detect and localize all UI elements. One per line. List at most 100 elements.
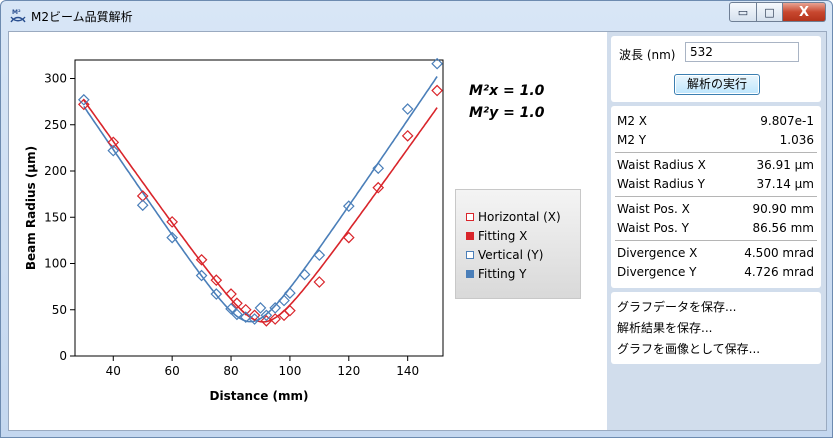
result-divergence-y: Divergence Y 4.726 mrad: [617, 265, 814, 279]
wavelength-input[interactable]: [685, 42, 799, 62]
data-point: [239, 311, 252, 323]
data-point: [284, 287, 296, 299]
data-point: [166, 216, 179, 228]
result-value: 1.036: [779, 133, 814, 147]
y-axis-label: Beam Radius (μm): [24, 146, 38, 270]
data-point: [313, 276, 326, 288]
result-name: Waist Radius X: [617, 158, 706, 172]
result-divergence-x: Divergence X 4.500 mrad: [617, 246, 814, 260]
result-name: Waist Pos. Y: [617, 221, 689, 235]
data-point: [239, 303, 252, 316]
data-point: [225, 302, 237, 315]
data-point: [260, 309, 273, 322]
minimize-button[interactable]: ▭: [729, 2, 757, 22]
maximize-button[interactable]: □: [757, 2, 783, 22]
plot-frame: [74, 59, 444, 357]
result-waist-pos-y: Waist Pos. Y 86.56 mm: [617, 221, 814, 235]
y-tick-label: 200: [44, 164, 67, 178]
close-button[interactable]: X: [783, 2, 826, 22]
results-divider: [615, 152, 817, 153]
x-tick-label: 60: [165, 364, 180, 378]
result-name: Divergence Y: [617, 265, 697, 279]
data-point: [284, 304, 296, 317]
y-tick-label: 0: [59, 349, 67, 363]
client-area: 0 50 100 150 200 250 300 40 60 80 100 120 140 Distanc…: [8, 31, 827, 431]
result-name: M2 X: [617, 114, 648, 128]
result-name: M2 Y: [617, 133, 647, 147]
m2-summary: M²x = 1.0 M²y = 1.0: [469, 80, 544, 124]
data-point: [136, 199, 149, 212]
result-value: 9.807e-1: [760, 114, 814, 128]
title-bar[interactable]: M² M2ビーム品質解析 ▭ □ X: [1, 1, 832, 31]
minimize-icon: ▭: [737, 5, 749, 19]
legend-label: Horizontal (X): [478, 210, 561, 224]
result-value: 37.14 μm: [756, 177, 815, 191]
save-graph-data-link[interactable]: グラフデータを保存...: [617, 300, 737, 314]
results-divider: [615, 240, 817, 241]
legend-swatch: [466, 213, 474, 221]
data-point: [107, 136, 120, 149]
result-value: 4.500 mrad: [744, 246, 814, 260]
data-point: [254, 302, 267, 314]
data-point: [342, 231, 355, 244]
result-name: Waist Radius Y: [617, 177, 705, 191]
actions-panel: グラフデータを保存... 解析結果を保存... グラフを画像として保存...: [611, 292, 821, 364]
result-value: 90.90 mm: [752, 202, 814, 216]
data-point: [248, 309, 261, 322]
data-point: [298, 268, 311, 281]
wavelength-label: 波長 (nm): [619, 48, 676, 62]
save-graph-image-link[interactable]: グラフを画像として保存...: [617, 342, 761, 356]
data-point: [278, 294, 290, 307]
data-point: [248, 313, 261, 325]
window-title: M2ビーム品質解析: [31, 10, 133, 24]
x-tick-label: 40: [106, 364, 121, 378]
m2-x-label: M²x = 1.0: [469, 83, 545, 99]
y-tick-label: 250: [44, 118, 67, 132]
result-name: Divergence X: [617, 246, 698, 260]
x-tick-label: 120: [337, 364, 360, 378]
result-m2-y: M2 Y 1.036: [617, 133, 814, 147]
close-icon: X: [798, 4, 810, 20]
data-point: [195, 269, 208, 282]
data-point: [77, 93, 90, 106]
run-analysis-button[interactable]: 解析の実行: [674, 74, 760, 95]
legend-label: Fitting X: [478, 229, 528, 243]
data-point: [225, 288, 237, 300]
data-point: [77, 98, 90, 111]
data-point: [372, 181, 385, 194]
data-point: [210, 274, 223, 286]
data-point: [210, 288, 223, 300]
legend-label: Fitting Y: [478, 267, 527, 281]
data-point: [342, 200, 355, 212]
data-point: [166, 231, 179, 244]
result-value: 4.726 mrad: [744, 265, 814, 279]
y-tick-label: 150: [44, 210, 67, 224]
data-point: [431, 57, 443, 70]
legend-item-horizontal: Horizontal (X): [466, 210, 561, 224]
data-point: [401, 130, 414, 142]
result-value: 86.56 mm: [752, 221, 814, 235]
results-divider: [615, 196, 817, 197]
x-axis-label: Distance (mm): [210, 389, 309, 403]
legend-item-vertical: Vertical (Y): [466, 248, 543, 262]
data-point: [107, 144, 120, 157]
result-waist-radius-y: Waist Radius Y 37.14 μm: [617, 177, 814, 191]
result-value: 36.91 μm: [756, 158, 815, 172]
data-point: [231, 308, 243, 321]
result-name: Waist Pos. X: [617, 202, 690, 216]
data-point: [431, 84, 443, 97]
results-panel: M2 X 9.807e-1 M2 Y 1.036 Waist Radius X 36.…: [611, 106, 821, 288]
y-tick-label: 50: [52, 303, 67, 317]
data-point: [231, 297, 243, 310]
side-panel: 波長 (nm) 解析の実行 M2 X 9.807e-1 M2 Y 1.036 Wai…: [607, 32, 826, 430]
save-results-link[interactable]: 解析結果を保存...: [617, 321, 713, 335]
data-point: [401, 103, 414, 115]
beam-app-icon: M²: [10, 9, 26, 23]
beam-radius-chart[interactable]: 0 50 100 150 200 250 300 40 60 80 100 120 140 Distanc…: [9, 32, 607, 430]
result-m2-x: M2 X 9.807e-1: [617, 114, 814, 128]
x-tick-label: 80: [223, 364, 238, 378]
x-tick-label: 140: [396, 364, 419, 378]
y-tick-label: 300: [44, 72, 67, 86]
data-point: [269, 302, 282, 314]
